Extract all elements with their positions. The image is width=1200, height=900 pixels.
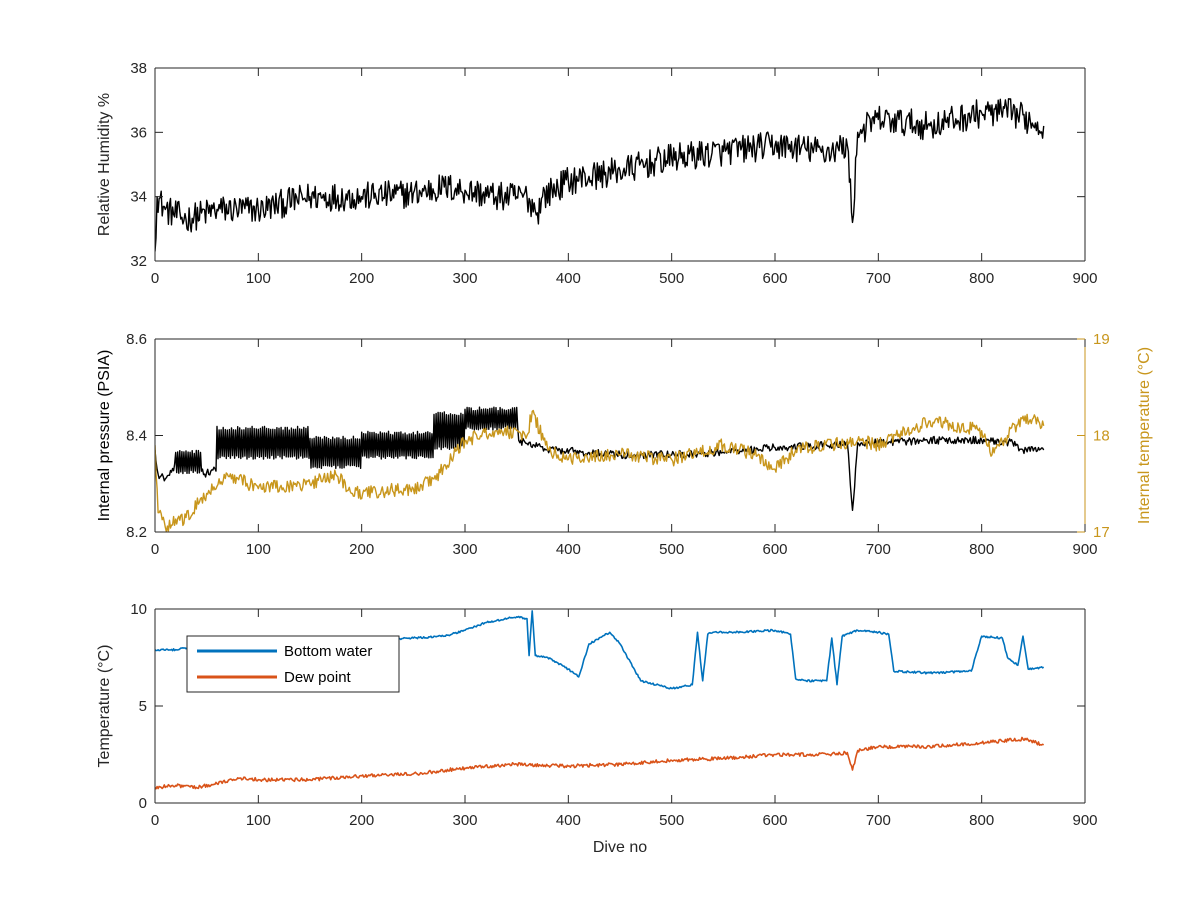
x-tick-label: 900 xyxy=(1072,812,1097,829)
x-tick-label: 700 xyxy=(866,812,891,829)
x-tick-label: 400 xyxy=(556,812,581,829)
x-tick-label: 400 xyxy=(556,541,581,558)
panel-3: 0 100 200 300 400 500 600 700 800 900 0 5 10 Temperat… xyxy=(96,601,1098,856)
x-tick-label: 0 xyxy=(151,812,159,829)
series-line-1-1 xyxy=(155,98,1045,252)
y-right-tick-label: 18 xyxy=(1093,428,1110,445)
x-tick-label: 200 xyxy=(349,541,374,558)
legend-box xyxy=(186,635,400,693)
x-tick-label: 400 xyxy=(556,270,581,287)
x-tick-label: 800 xyxy=(969,541,994,558)
x-tick-label: 200 xyxy=(349,270,374,287)
x-tick-label: 600 xyxy=(762,541,787,558)
y-axis-label: Internal pressure (PSIA) xyxy=(96,350,113,522)
x-tick-label: 0 xyxy=(151,270,159,287)
panel-1: 0 100 200 300 400 500 600 700 800 900 32 34 36 38 Rela… xyxy=(96,60,1098,287)
y-axis-label: Temperature (°C) xyxy=(96,645,113,768)
y-right-tick-label: 19 xyxy=(1093,331,1110,348)
series-line-2-1 xyxy=(155,406,1045,511)
x-tick-label: 500 xyxy=(659,270,684,287)
x-tick-label: 800 xyxy=(969,812,994,829)
x-tick-label: 200 xyxy=(349,812,374,829)
y-right-tick-label: 17 xyxy=(1093,524,1110,541)
x-tick-label: 100 xyxy=(246,541,271,558)
x-tick-label: 300 xyxy=(452,270,477,287)
panel-2: 0 100 200 300 400 500 600 700 800 900 8.2 8.4 8.6 17 1… xyxy=(96,331,1153,558)
y-tick-label: 38 xyxy=(130,60,147,77)
x-tick-label: 100 xyxy=(246,270,271,287)
y-tick-label: 8.4 xyxy=(126,428,147,445)
y-tick-label: 0 xyxy=(139,795,147,812)
x-tick-label: 900 xyxy=(1072,541,1097,558)
x-tick-label: 600 xyxy=(762,812,787,829)
x-tick-label: 300 xyxy=(452,541,477,558)
y-tick-label: 8.2 xyxy=(126,524,147,541)
x-tick-label: 700 xyxy=(866,270,891,287)
y-tick-label: 10 xyxy=(130,601,147,618)
y-tick-label: 5 xyxy=(139,698,147,715)
legend: Bottom water Dew point xyxy=(186,635,400,693)
x-tick-label: 600 xyxy=(762,270,787,287)
series-line-3-2 xyxy=(155,736,1045,790)
x-tick-label: 0 xyxy=(151,541,159,558)
x-tick-label: 700 xyxy=(866,541,891,558)
x-tick-label: 800 xyxy=(969,270,994,287)
x-tick-label: 500 xyxy=(659,812,684,829)
x-tick-label: 100 xyxy=(246,812,271,829)
y-right-axis-label: Internal temperature (°C) xyxy=(1136,347,1153,524)
x-tick-label: 900 xyxy=(1072,270,1097,287)
y-tick-label: 8.6 xyxy=(126,331,147,348)
x-tick-label: 500 xyxy=(659,541,684,558)
y-tick-label: 34 xyxy=(130,189,147,206)
y-tick-label: 36 xyxy=(130,124,147,141)
series-line-2-2 xyxy=(155,409,1045,532)
legend-label: Bottom water xyxy=(284,643,372,660)
legend-label: Dew point xyxy=(284,669,352,686)
x-axis-label: Dive no xyxy=(593,839,647,856)
x-tick-label: 300 xyxy=(452,812,477,829)
y-axis-label: Relative Humidity % xyxy=(96,93,113,236)
y-tick-label: 32 xyxy=(130,253,147,270)
